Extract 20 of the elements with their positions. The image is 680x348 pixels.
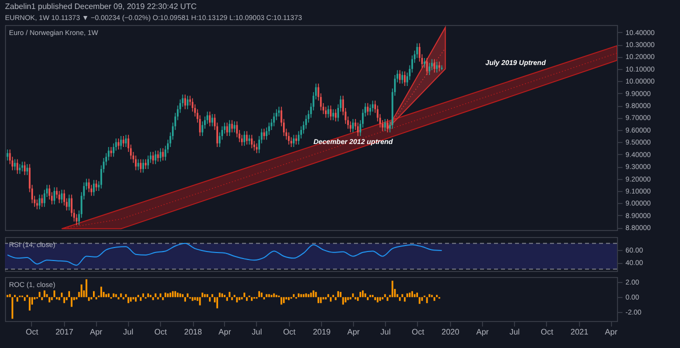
x-tick-label: Apr (218, 328, 232, 336)
x-tick-label: Apr (604, 328, 618, 336)
x-tick-label: Apr (476, 328, 490, 336)
chart-title: Zabelin1 published December 09, 2019 22:30:42 UTC (5, 2, 197, 11)
x-tick-label: 2017 (55, 328, 74, 336)
x-tick-label: 2021 (570, 328, 589, 336)
x-tick-label: Jul (123, 328, 134, 336)
x-tick-label: Oct (154, 328, 168, 336)
x-tick-label: Jul (509, 328, 520, 336)
x-tick-label: Apr (90, 328, 103, 336)
x-tick-label: 2018 (184, 328, 202, 336)
x-tick-label: 2019 (312, 328, 332, 336)
x-tick-label: Jul (252, 328, 262, 336)
x-tick-label: Oct (26, 328, 39, 336)
x-tick-label: Oct (412, 328, 425, 336)
x-tick-label: Apr (347, 328, 360, 336)
x-tick-label: Jul (380, 328, 391, 336)
x-tick-label: Oct (540, 328, 554, 336)
x-tick-label: Oct (283, 328, 296, 336)
x-tick-label: 2020 (442, 328, 460, 336)
